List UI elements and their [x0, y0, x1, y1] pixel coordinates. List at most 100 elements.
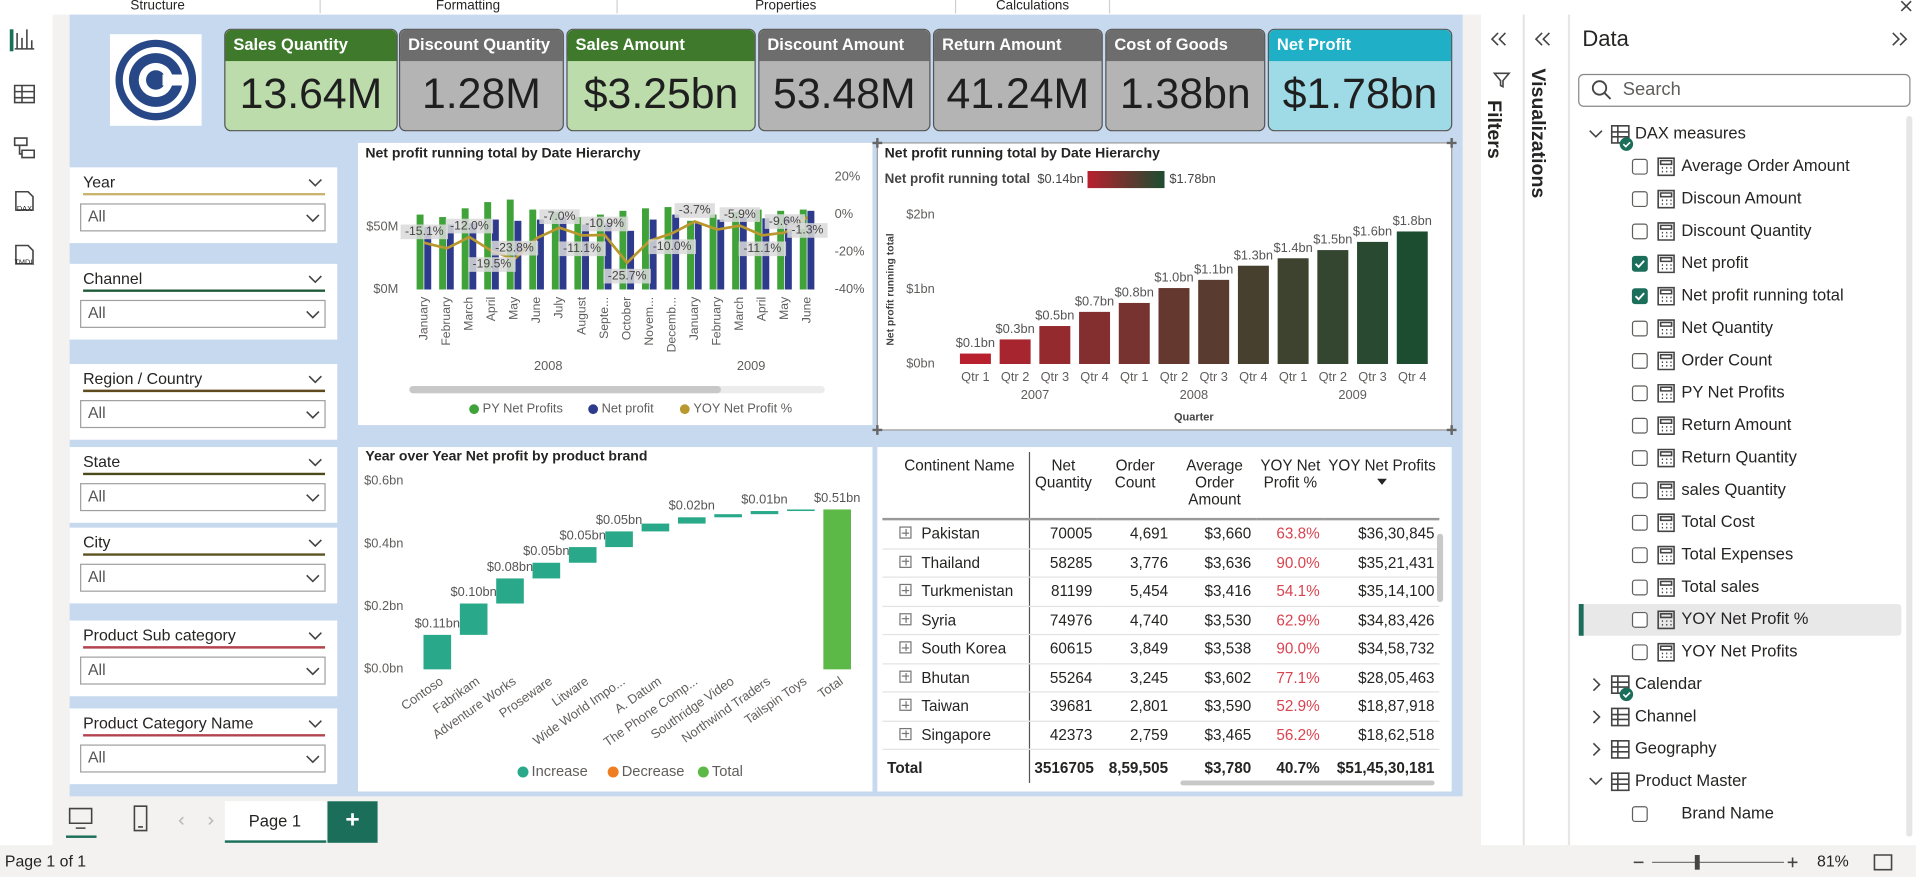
expand-icon[interactable] [899, 526, 912, 539]
tree-group[interactable]: Geography [1635, 740, 1717, 758]
slicer-dropdown[interactable] [80, 400, 326, 429]
tree-item[interactable]: Total Expenses [1681, 546, 1793, 564]
scrollbar-thumb[interactable] [409, 385, 721, 394]
table-cell: 56.2% [1256, 720, 1325, 750]
table-h-scrollbar[interactable] [1180, 780, 1435, 786]
checkbox[interactable] [1631, 644, 1648, 661]
tree-item[interactable]: Discount Quantity [1681, 222, 1812, 240]
expand-icon[interactable] [899, 555, 912, 568]
measure-icon [1657, 189, 1675, 209]
expand-icon[interactable] [899, 698, 912, 712]
tree-item[interactable]: Order Count [1681, 351, 1772, 369]
tree-group[interactable]: Calendar [1635, 675, 1702, 693]
tree-item[interactable]: Discoun Amount [1681, 189, 1801, 207]
checkbox[interactable] [1631, 288, 1648, 305]
page-tab[interactable] [224, 801, 327, 843]
data-label-bg [674, 203, 715, 218]
expand-icon[interactable] [899, 584, 912, 597]
expand-icon[interactable] [899, 612, 912, 626]
checkbox[interactable] [1631, 320, 1648, 337]
slicer-dropdown[interactable] [80, 483, 326, 512]
checkbox[interactable] [1631, 191, 1648, 208]
tree-group[interactable]: DAX measures [1635, 125, 1746, 143]
slicer-dropdown[interactable] [80, 656, 326, 685]
cell-text: 90.0% [1276, 640, 1320, 658]
column-header[interactable]: Average Order Amount [1173, 451, 1257, 521]
checkbox[interactable] [1631, 611, 1648, 628]
kpi-value: 1.38bn [1120, 70, 1251, 118]
checkbox[interactable] [1631, 352, 1648, 369]
data-label-bg [468, 257, 516, 272]
tree-group[interactable]: Channel [1635, 707, 1696, 725]
tree-item[interactable]: Brand Name [1681, 804, 1774, 822]
ribbon-tab[interactable]: Properties [755, 0, 816, 13]
column-header[interactable]: Net Quantity [1028, 451, 1098, 521]
tree-item[interactable]: Average Order Amount [1681, 157, 1850, 175]
tree-item[interactable]: Return Amount [1681, 416, 1791, 434]
bar [677, 517, 706, 524]
column-header[interactable]: YOY Net Profits [1324, 451, 1440, 521]
page-tab-label: Page 1 [249, 812, 301, 830]
checkbox[interactable] [1631, 255, 1648, 272]
tree-item[interactable]: Total sales [1681, 578, 1759, 596]
tree-item[interactable]: Total Cost [1681, 513, 1755, 531]
table-cell: 39681 [1028, 691, 1098, 722]
checkbox[interactable] [1631, 482, 1648, 499]
tree-item[interactable]: Net profit [1681, 254, 1748, 272]
data-label: $0.5bn [1035, 308, 1074, 323]
tree-item[interactable]: sales Quantity [1681, 481, 1786, 499]
tree-chevron [1589, 777, 1603, 786]
column-header[interactable]: YOY Net Profit % [1256, 451, 1325, 521]
close-icon [1900, 0, 1912, 12]
chart-title: Year over Year Net profit by product bra… [365, 448, 647, 464]
data-label: -11.1% [563, 241, 601, 255]
checkbox[interactable] [1631, 223, 1648, 240]
checkbox[interactable] [1631, 579, 1648, 596]
fit-page-icon [1873, 854, 1893, 871]
checkbox[interactable] [1631, 547, 1648, 564]
checkbox[interactable] [1631, 158, 1648, 175]
table-scrollbar[interactable] [1437, 533, 1444, 603]
tree-item[interactable]: Return Quantity [1681, 448, 1797, 466]
x-tick-label: Septe... [597, 297, 611, 339]
checkbox[interactable] [1631, 450, 1648, 466]
slicer-title: Product Sub category [83, 628, 236, 645]
tree-item[interactable]: YOY Net Profit % [1681, 610, 1808, 628]
checkbox[interactable] [1631, 385, 1648, 402]
visualizations-tab[interactable]: Visualizations [1527, 68, 1549, 198]
add-page-button[interactable] [327, 801, 378, 843]
bar [532, 562, 561, 579]
slicer-dropdown[interactable] [80, 299, 326, 328]
tree-item[interactable]: Net profit running total [1681, 287, 1843, 305]
bar [459, 603, 488, 635]
expand-icon[interactable] [899, 641, 912, 654]
cell-text: $35,21,431 [1358, 554, 1435, 572]
filters-tab[interactable]: Filters [1483, 100, 1505, 159]
column-header[interactable]: Continent Name [882, 451, 1029, 521]
zoom-thumb[interactable] [1694, 855, 1700, 870]
checkbox[interactable] [1631, 514, 1648, 531]
table-cell: 70005 [1028, 519, 1098, 550]
data-label: $0.3bn [996, 321, 1035, 336]
tree-group[interactable]: Product Master [1635, 772, 1747, 790]
search-box[interactable] [1578, 73, 1911, 107]
expand-icon[interactable] [899, 670, 912, 683]
data-label: $1.6bn [1353, 224, 1392, 239]
column-header[interactable]: Order Count [1097, 451, 1174, 521]
y-axis-title: Net profit running total [886, 233, 897, 345]
checkbox[interactable] [1631, 806, 1648, 823]
ribbon-tab[interactable]: Structure [130, 0, 184, 13]
x-group-label: 2009 [1338, 387, 1367, 402]
ribbon-tab[interactable]: Formatting [436, 0, 500, 13]
cell-text: 56.2% [1276, 726, 1320, 744]
tree-item[interactable]: PY Net Profits [1681, 384, 1784, 402]
bar [1079, 311, 1111, 364]
slicer-dropdown[interactable] [80, 203, 326, 232]
ribbon-tab[interactable]: Calculations [996, 0, 1069, 13]
expand-icon[interactable] [899, 727, 912, 740]
checkbox[interactable] [1631, 417, 1648, 434]
tree-item[interactable]: YOY Net Profits [1681, 643, 1797, 661]
slicer-dropdown[interactable] [80, 744, 326, 773]
tree-item[interactable]: Net Quantity [1681, 319, 1773, 337]
slicer-dropdown[interactable] [80, 563, 326, 592]
